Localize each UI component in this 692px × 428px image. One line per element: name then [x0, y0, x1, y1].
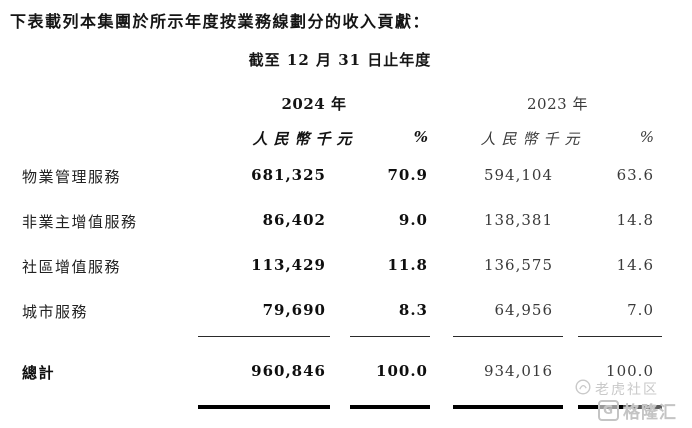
row-label: 非業主增值服務: [22, 213, 138, 231]
amount-2024: 86,402: [262, 211, 326, 229]
grand-total-rule: [350, 405, 430, 409]
pct-2023: 7.0: [627, 301, 654, 319]
amount-2023: 138,381: [483, 211, 553, 229]
row-label: 城市服務: [22, 303, 89, 321]
amount-2024: 79,690: [262, 301, 326, 319]
tiger-community-watermark: 老虎社区: [575, 379, 659, 399]
total-amount-2023: 934,016: [483, 362, 553, 380]
percent-header-2023: %: [639, 128, 654, 146]
pct-2024: 70.9: [387, 166, 428, 184]
period-header: 截至 12 月 31 日止年度: [248, 51, 432, 69]
tiger-community-watermark-text: 老虎社区: [595, 382, 659, 398]
year-2023-header: 2023 年: [527, 95, 588, 113]
gelonghui-watermark: G 格隆汇: [598, 398, 677, 423]
subtotal-rule: [453, 336, 563, 337]
row-label: 物業管理服務: [22, 168, 122, 186]
grand-total-rule: [198, 405, 330, 409]
table-row: 非業主增值服務 86,402 9.0 138,381 14.8: [0, 211, 692, 231]
gelonghui-watermark-text: 格隆汇: [623, 398, 677, 423]
gelonghui-logo-icon: G: [598, 400, 619, 421]
table-row: 物業管理服務 681,325 70.9 594,104 63.6: [0, 166, 692, 186]
subtotal-rule: [198, 336, 330, 337]
year-2024-header: 2024 年: [281, 95, 347, 113]
amount-2023: 136,575: [483, 256, 553, 274]
tiger-logo-icon: [575, 379, 591, 399]
total-label: 總計: [22, 364, 56, 382]
total-row: 總計 960,846 100.0 934,016 100.0: [0, 362, 692, 382]
pct-2023: 14.6: [616, 256, 654, 274]
pct-2024: 8.3: [398, 301, 428, 319]
amount-2024: 113,429: [251, 256, 326, 274]
pct-2023: 63.6: [616, 166, 654, 184]
pct-2023: 14.8: [616, 211, 654, 229]
table-row: 社區增值服務 113,429 11.8 136,575 14.6: [0, 256, 692, 276]
column-headers-row: 人民幣千元 % 人民幣千元 %: [0, 128, 692, 148]
pct-2024: 11.8: [387, 256, 428, 274]
subtotal-rule: [350, 336, 430, 337]
total-pct-2023: 100.0: [606, 362, 654, 380]
row-label: 社區增值服務: [22, 258, 122, 276]
unit-header-2024: 人民幣千元: [252, 130, 358, 148]
unit-header-2023: 人民幣千元: [480, 130, 586, 148]
total-pct-2024: 100.0: [376, 362, 428, 380]
percent-header-2024: %: [413, 128, 428, 146]
subtotal-rule: [578, 336, 662, 337]
amount-2023: 64,956: [494, 301, 553, 319]
grand-total-rule: [453, 405, 563, 409]
pct-2024: 9.0: [398, 211, 428, 229]
total-amount-2024: 960,846: [251, 362, 326, 380]
grand-total-rule: [578, 405, 662, 409]
table-caption: 下表載列本集團於所示年度按業務線劃分的收入貢獻：: [10, 12, 431, 31]
amount-2023: 594,104: [483, 166, 553, 184]
amount-2024: 681,325: [251, 166, 326, 184]
table-row: 城市服務 79,690 8.3 64,956 7.0: [0, 301, 692, 321]
